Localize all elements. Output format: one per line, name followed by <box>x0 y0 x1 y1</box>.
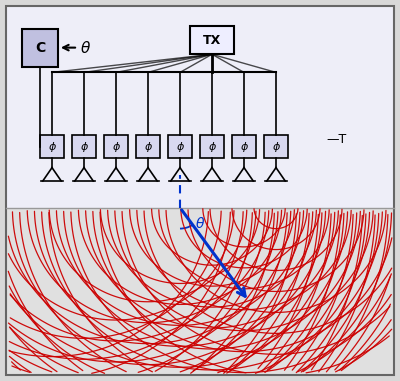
Text: $\theta$: $\theta$ <box>80 40 91 56</box>
Text: TX: TX <box>203 34 221 46</box>
Text: —T: —T <box>326 133 346 146</box>
Text: $\phi$: $\phi$ <box>272 140 280 154</box>
Text: $\theta$: $\theta$ <box>195 216 206 231</box>
Text: C: C <box>35 41 45 54</box>
Text: $\phi$: $\phi$ <box>112 140 120 154</box>
Bar <box>72 135 96 158</box>
Bar <box>190 26 234 54</box>
Bar <box>168 135 192 158</box>
Bar <box>40 135 64 158</box>
Bar <box>136 135 160 158</box>
Bar <box>104 135 128 158</box>
Bar <box>6 208 394 375</box>
Text: $\phi$: $\phi$ <box>48 140 56 154</box>
Bar <box>22 29 58 67</box>
Text: $\phi$: $\phi$ <box>176 140 184 154</box>
Text: $\phi$: $\phi$ <box>80 140 88 154</box>
Text: $\phi$: $\phi$ <box>144 140 152 154</box>
Bar <box>232 135 256 158</box>
Bar <box>200 135 224 158</box>
Bar <box>264 135 288 158</box>
Text: $\phi$: $\phi$ <box>208 140 216 154</box>
Bar <box>6 6 394 208</box>
Text: $\phi$: $\phi$ <box>240 140 248 154</box>
